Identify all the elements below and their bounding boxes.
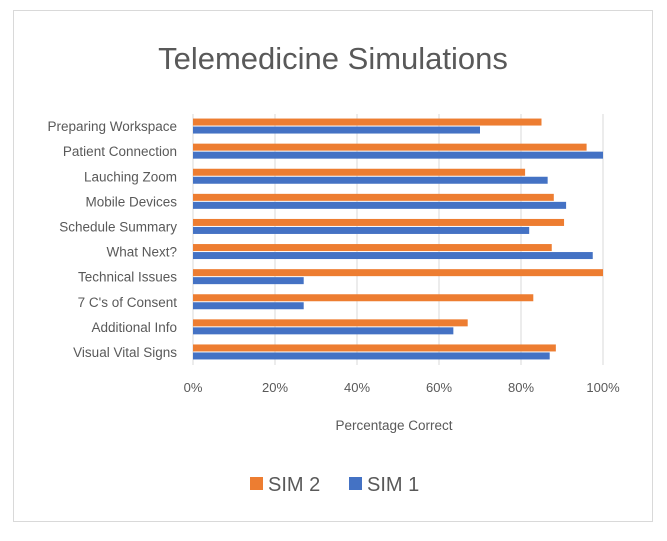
category-label: Visual Vital Signs xyxy=(73,345,177,360)
x-tick-label: 40% xyxy=(344,380,370,395)
x-axis-title: Percentage Correct xyxy=(335,418,452,433)
x-tick-label: 60% xyxy=(426,380,452,395)
legend-label: SIM 2 xyxy=(268,474,320,496)
bar-sim2 xyxy=(193,143,587,151)
category-label: Lauching Zoom xyxy=(84,169,177,184)
legend: SIM 2 SIM 1 xyxy=(250,474,419,496)
bar-sim1 xyxy=(193,126,480,134)
bar-sim1 xyxy=(193,226,530,234)
legend-swatch xyxy=(250,477,263,490)
bar-sim2 xyxy=(193,344,556,352)
bars xyxy=(193,118,603,360)
legend-label: SIM 1 xyxy=(367,474,419,496)
x-tick-label: 20% xyxy=(262,380,288,395)
category-label: Mobile Devices xyxy=(85,194,177,209)
bar-sim2 xyxy=(193,168,526,176)
chart-title: Telemedicine Simulations xyxy=(158,41,508,76)
bar-sim1 xyxy=(193,277,304,285)
bar-sim1 xyxy=(193,176,548,184)
bar-sim1 xyxy=(193,352,550,360)
category-labels: Preparing Workspace Patient Connection Lau… xyxy=(47,119,177,360)
x-tick-label: 100% xyxy=(586,380,620,395)
x-tick-label: 0% xyxy=(184,380,203,395)
bar-sim1 xyxy=(193,252,593,260)
bar-sim2 xyxy=(193,118,542,126)
bar-sim2 xyxy=(193,193,554,201)
bar-sim1 xyxy=(193,151,603,159)
x-tick-label: 80% xyxy=(508,380,534,395)
bar-sim1 xyxy=(193,201,567,209)
category-label: Patient Connection xyxy=(63,144,177,159)
chart-frame xyxy=(13,10,653,522)
category-label: Schedule Summary xyxy=(59,219,177,234)
legend-swatch xyxy=(349,477,362,490)
x-tick-labels: 0% 20% 40% 60% 80% 100% xyxy=(184,380,620,395)
category-label: Preparing Workspace xyxy=(47,119,177,134)
category-label: Technical Issues xyxy=(78,270,177,285)
bar-sim2 xyxy=(193,294,534,302)
category-label: Additional Info xyxy=(91,320,177,335)
bar-sim2 xyxy=(193,244,552,252)
category-label: What Next? xyxy=(106,245,177,260)
bar-sim2 xyxy=(193,269,603,277)
bar-sim2 xyxy=(193,319,468,327)
bar-sim2 xyxy=(193,218,565,226)
category-label: 7 C's of Consent xyxy=(78,295,178,310)
bar-sim1 xyxy=(193,302,304,310)
bar-sim1 xyxy=(193,327,454,335)
